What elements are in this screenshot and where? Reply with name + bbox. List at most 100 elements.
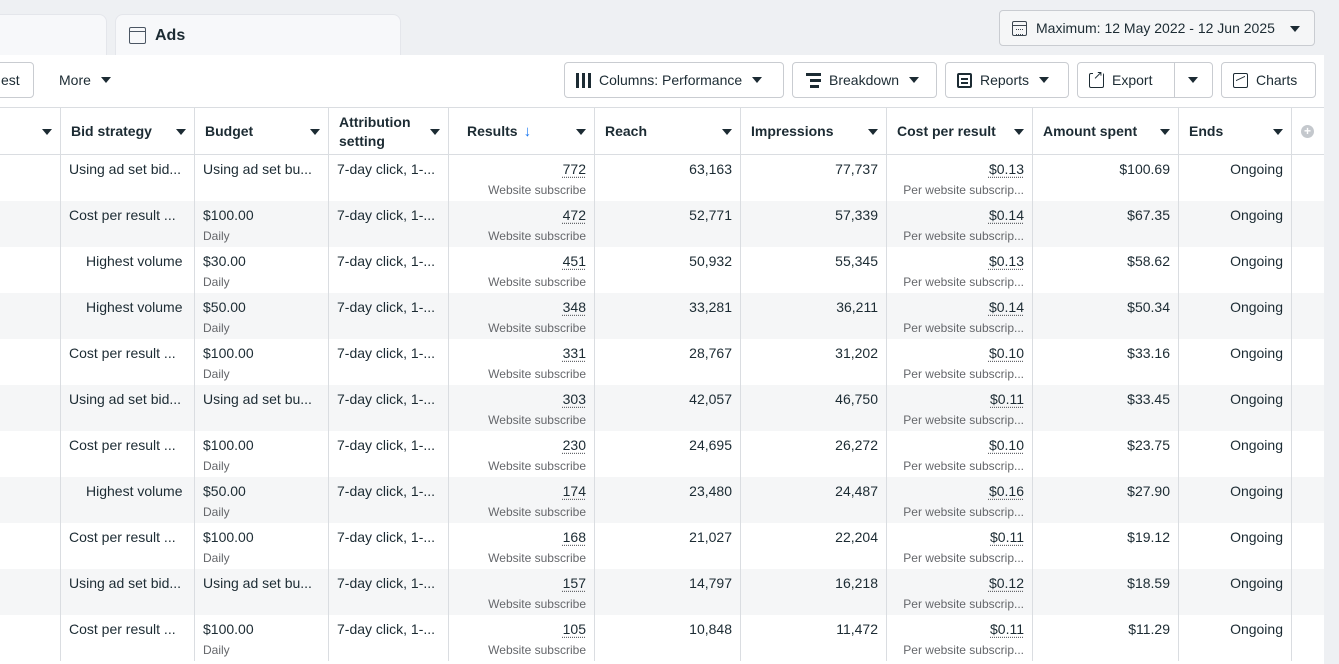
cell-link[interactable]: 472	[562, 207, 586, 223]
chevron-down-icon[interactable]	[42, 129, 52, 135]
cell-link[interactable]: 348	[562, 299, 586, 315]
chevron-down-icon[interactable]	[1014, 129, 1024, 135]
cell-link[interactable]: 174	[562, 483, 586, 499]
cell-value[interactable]: $0.14	[895, 299, 1024, 316]
cell-value[interactable]: 331	[457, 345, 586, 362]
ab-test-button[interactable]: est	[0, 62, 34, 98]
table-row[interactable]: Highest volume $50.00 Daily 7-day click, 1-…	[0, 477, 1324, 523]
tab-ads[interactable]: Ads	[115, 14, 401, 56]
cell-value[interactable]: $0.16	[895, 483, 1024, 500]
cell-link[interactable]: 105	[562, 621, 586, 637]
tab-previous[interactable]	[0, 14, 107, 56]
table-row[interactable]: Highest volume $50.00 Daily 7-day click, 1-…	[0, 293, 1324, 339]
results-cell[interactable]: 348 Website subscribe	[449, 293, 595, 339]
cost-per-result-cell[interactable]: $0.14 Per website subscrip...	[887, 201, 1033, 247]
cell-value[interactable]: 230	[457, 437, 586, 454]
results-cell[interactable]: 451 Website subscribe	[449, 247, 595, 293]
cell-value[interactable]: 168	[457, 529, 586, 546]
column-header-reach[interactable]: Reach	[595, 108, 741, 155]
cell-link[interactable]: 331	[562, 345, 586, 361]
cell-link[interactable]: $0.12	[988, 575, 1024, 591]
cost-per-result-cell[interactable]: $0.13 Per website subscrip...	[887, 247, 1033, 293]
cost-per-result-cell[interactable]: $0.10 Per website subscrip...	[887, 431, 1033, 477]
results-cell[interactable]: 157 Website subscribe	[449, 569, 595, 615]
charts-button[interactable]: Charts	[1221, 62, 1316, 98]
more-button[interactable]: More	[44, 62, 126, 98]
reports-button[interactable]: Reports	[945, 62, 1069, 98]
export-button[interactable]: Export	[1077, 62, 1213, 98]
cell-value[interactable]: $0.11	[895, 621, 1024, 638]
cell-link[interactable]: 168	[562, 529, 586, 545]
cell-value[interactable]: $0.11	[895, 529, 1024, 546]
cell-value[interactable]: 472	[457, 207, 586, 224]
cell-link[interactable]: $0.10	[988, 437, 1024, 453]
table-row[interactable]: Cost per result ... $100.00 Daily 7-day cli…	[0, 339, 1324, 385]
cell-link[interactable]: $0.11	[990, 621, 1024, 637]
cell-link[interactable]: $0.11	[990, 391, 1024, 407]
cell-value[interactable]: 105	[457, 621, 586, 638]
breakdown-button[interactable]: Breakdown	[792, 62, 937, 98]
chevron-down-icon[interactable]	[722, 129, 732, 135]
sort-descending-icon[interactable]: ↓	[523, 123, 532, 140]
cell-link[interactable]: $0.11	[990, 529, 1024, 545]
cost-per-result-cell[interactable]: $0.12 Per website subscrip...	[887, 569, 1033, 615]
date-range-picker[interactable]: Maximum: 12 May 2022 - 12 Jun 2025	[999, 10, 1315, 46]
results-cell[interactable]: 105 Website subscribe	[449, 615, 595, 661]
table-row[interactable]: Using ad set bid... Using ad set bu... 7-d…	[0, 385, 1324, 431]
cell-link[interactable]: $0.14	[988, 299, 1024, 315]
table-row[interactable]: Cost per result ... $100.00 Daily 7-day cli…	[0, 431, 1324, 477]
cell-link[interactable]: 157	[562, 575, 586, 591]
cell-link[interactable]: 303	[562, 391, 586, 407]
column-header-attribution[interactable]: Attribution setting	[329, 108, 449, 155]
results-cell[interactable]: 472 Website subscribe	[449, 201, 595, 247]
results-cell[interactable]: 772 Website subscribe	[449, 155, 595, 201]
results-cell[interactable]: 230 Website subscribe	[449, 431, 595, 477]
cell-link[interactable]: $0.13	[988, 253, 1024, 269]
cell-value[interactable]: 451	[457, 253, 586, 270]
cell-value[interactable]: 303	[457, 391, 586, 408]
table-row[interactable]: Cost per result ... $100.00 Daily 7-day cli…	[0, 201, 1324, 247]
column-header-ends[interactable]: Ends	[1179, 108, 1292, 155]
cell-value[interactable]: 348	[457, 299, 586, 316]
table-row[interactable]: Cost per result ... $100.00 Daily 7-day cli…	[0, 523, 1324, 569]
chevron-down-icon[interactable]	[176, 129, 186, 135]
cell-link[interactable]: 772	[562, 161, 586, 177]
table-row[interactable]: Cost per result ... $100.00 Daily 7-day cli…	[0, 615, 1324, 661]
cell-value[interactable]: $0.10	[895, 437, 1024, 454]
cell-link[interactable]: $0.16	[988, 483, 1024, 499]
chevron-down-icon[interactable]	[868, 129, 878, 135]
results-cell[interactable]: 174 Website subscribe	[449, 477, 595, 523]
cell-value[interactable]: $0.11	[895, 391, 1024, 408]
cost-per-result-cell[interactable]: $0.11 Per website subscrip...	[887, 385, 1033, 431]
table-row[interactable]: Highest volume $30.00 Daily 7-day click, 1-…	[0, 247, 1324, 293]
chevron-down-icon[interactable]	[1160, 129, 1170, 135]
table-row[interactable]: Using ad set bid... Using ad set bu... 7-d…	[0, 155, 1324, 201]
cell-link[interactable]: $0.10	[988, 345, 1024, 361]
cost-per-result-cell[interactable]: $0.11 Per website subscrip...	[887, 615, 1033, 661]
cost-per-result-cell[interactable]: $0.13 Per website subscrip...	[887, 155, 1033, 201]
cell-value[interactable]: 157	[457, 575, 586, 592]
cost-per-result-cell[interactable]: $0.11 Per website subscrip...	[887, 523, 1033, 569]
cost-per-result-cell[interactable]: $0.16 Per website subscrip...	[887, 477, 1033, 523]
chevron-down-icon[interactable]	[576, 129, 586, 135]
cell-link[interactable]: $0.14	[988, 207, 1024, 223]
cell-value[interactable]: $0.13	[895, 161, 1024, 178]
column-header-amount-spent[interactable]: Amount spent	[1033, 108, 1179, 155]
cell-value[interactable]: $0.13	[895, 253, 1024, 270]
cell-value[interactable]: 174	[457, 483, 586, 500]
cell-value[interactable]: 772	[457, 161, 586, 178]
cell-value[interactable]: $0.10	[895, 345, 1024, 362]
column-header-impressions[interactable]: Impressions	[741, 108, 887, 155]
cost-per-result-cell[interactable]: $0.10 Per website subscrip...	[887, 339, 1033, 385]
export-dropdown-icon[interactable]	[1188, 77, 1198, 83]
cell-value[interactable]: $0.12	[895, 575, 1024, 592]
chevron-down-icon[interactable]	[310, 129, 320, 135]
column-header-budget[interactable]: Budget	[195, 108, 329, 155]
column-header-cost-per-result[interactable]: Cost per result	[887, 108, 1033, 155]
table-row[interactable]: Using ad set bid... Using ad set bu... 7-d…	[0, 569, 1324, 615]
column-header-previous[interactable]	[0, 108, 61, 155]
add-column-icon[interactable]: +	[1301, 125, 1314, 138]
results-cell[interactable]: 168 Website subscribe	[449, 523, 595, 569]
results-cell[interactable]: 303 Website subscribe	[449, 385, 595, 431]
results-cell[interactable]: 331 Website subscribe	[449, 339, 595, 385]
